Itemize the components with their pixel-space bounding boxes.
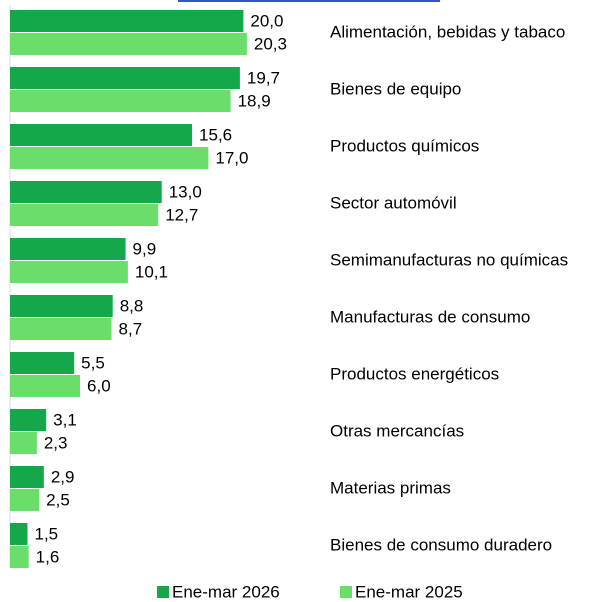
value-label: 2,3: [44, 433, 68, 452]
bar: [10, 33, 247, 55]
category-label: Sector automóvil: [330, 193, 457, 212]
legend-swatch: [157, 586, 169, 598]
value-label: 5,5: [81, 353, 105, 372]
category-label: Semimanufacturas no químicas: [330, 250, 568, 269]
legend-label: Ene-mar 2025: [355, 582, 463, 601]
category-label: Productos energéticos: [330, 364, 499, 383]
value-label: 2,9: [51, 467, 75, 486]
value-label: 17,0: [215, 148, 248, 167]
value-label: 20,3: [254, 34, 287, 53]
category-label: Materias primas: [330, 478, 451, 497]
bar: [10, 67, 240, 89]
value-label: 15,6: [199, 125, 232, 144]
bar: [10, 10, 244, 32]
category-label: Bienes de consumo duradero: [330, 535, 552, 554]
bar: [10, 375, 81, 397]
bar: [10, 318, 112, 340]
value-label: 19,7: [247, 68, 280, 87]
legend-label: Ene-mar 2026: [172, 582, 280, 601]
value-label: 18,9: [238, 91, 271, 110]
value-label: 3,1: [53, 410, 77, 429]
bar: [10, 523, 28, 545]
category-label: Bienes de equipo: [330, 79, 461, 98]
bar: [10, 147, 209, 169]
bar: [10, 489, 40, 511]
value-label: 2,5: [46, 490, 70, 509]
bar: [10, 181, 162, 203]
bar: [10, 204, 159, 226]
category-label: Productos químicos: [330, 136, 479, 155]
value-label: 12,7: [165, 205, 198, 224]
bar: [10, 409, 47, 431]
value-label: 1,5: [35, 524, 59, 543]
value-label: 10,1: [135, 262, 168, 281]
bar: [10, 238, 126, 260]
bar: [10, 90, 231, 112]
bar: [10, 546, 29, 568]
category-label: Otras mercancías: [330, 421, 464, 440]
bar: [10, 352, 75, 374]
bar: [10, 124, 193, 146]
value-label: 8,7: [119, 319, 143, 338]
value-label: 6,0: [87, 376, 111, 395]
bar: [10, 295, 113, 317]
category-label: Alimentación, bebidas y tabaco: [330, 22, 565, 41]
value-label: 8,8: [120, 296, 144, 315]
bar: [10, 261, 128, 283]
category-label: Manufacturas de consumo: [330, 307, 530, 326]
legend-swatch: [340, 586, 352, 598]
bar: [10, 432, 37, 454]
value-label: 9,9: [133, 239, 157, 258]
value-label: 1,6: [36, 547, 60, 566]
bar: [10, 466, 44, 488]
value-label: 13,0: [169, 182, 202, 201]
value-label: 20,0: [250, 11, 283, 30]
